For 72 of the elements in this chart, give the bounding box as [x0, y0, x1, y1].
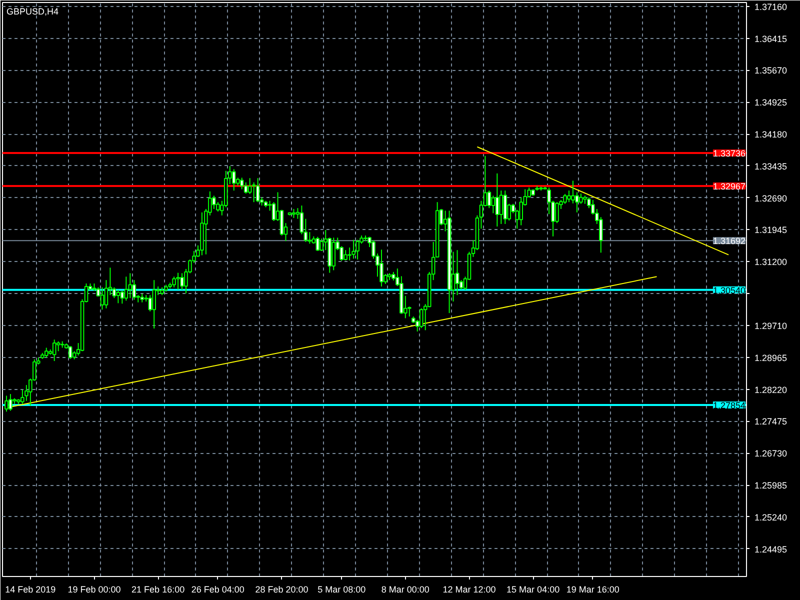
y-tick-label: 1.34180 [754, 130, 788, 140]
candlestick [172, 276, 176, 288]
candlestick [356, 239, 360, 260]
candlestick [20, 389, 24, 404]
candlestick [232, 168, 236, 192]
x-tick-label: 12 Mar 12:00 [442, 584, 496, 594]
y-tick-label: 1.28965 [754, 352, 788, 363]
candlestick [116, 289, 120, 304]
candlestick [8, 394, 12, 412]
candlestick [380, 249, 384, 287]
candlestick [56, 340, 60, 352]
y-tick-label: 1.29710 [754, 320, 788, 331]
candlestick [503, 190, 508, 224]
candlestick [124, 276, 128, 302]
candlestick [495, 172, 500, 228]
candlestick [248, 178, 252, 194]
candlestick [244, 182, 248, 194]
x-tick-label: 28 Feb 20:00 [255, 584, 308, 594]
candlestick [499, 190, 504, 224]
y-tick-label: 1.33435 [754, 161, 788, 172]
candlestick [180, 272, 184, 290]
x-tick-label: 19 Mar 16:00 [566, 584, 620, 594]
y-tick-label: 1.37160 [754, 2, 788, 12]
candlestick [567, 190, 571, 203]
candlestick [112, 286, 116, 299]
candlestick [68, 346, 72, 360]
y-tick-label: 1.34925 [754, 98, 788, 108]
candlestick [571, 180, 575, 204]
x-tick-label: 14 Feb 2019 [5, 584, 56, 594]
y-tick-label: 1.31945 [754, 225, 788, 236]
candlestick [120, 290, 124, 304]
ref-line-label: 1.33736 [712, 148, 746, 159]
candlestick [100, 286, 104, 310]
candlestick [152, 280, 156, 329]
ref-line-label: 1.27854 [712, 400, 746, 410]
y-tick-label: 1.35670 [754, 66, 788, 76]
ref-line-label: 1.30540 [712, 285, 746, 296]
x-tick-label: 21 Feb 16:00 [132, 584, 185, 594]
y-tick-label: 1.27475 [754, 416, 788, 427]
x-tick-label: 19 Feb 00:00 [68, 584, 121, 594]
y-tick-label: 1.36415 [754, 34, 788, 44]
candlestick [256, 178, 260, 203]
x-tick-label: 15 Mar 04:00 [506, 584, 560, 594]
x-tick-label: 26 Feb 04:00 [191, 584, 244, 594]
x-tick-label: 8 Mar 00:00 [381, 584, 430, 594]
candlestick [176, 272, 180, 290]
y-tick-label: 1.24495 [754, 544, 788, 554]
candlestick [252, 182, 256, 203]
candlestick [332, 237, 336, 271]
candlestick [555, 202, 559, 224]
y-tick-label: 1.26730 [754, 448, 788, 459]
candlestick [272, 202, 276, 222]
ref-line-label: 1.32967 [712, 181, 746, 192]
candlestick [52, 339, 56, 362]
candlestick [344, 250, 348, 261]
ref-line-label: 1.31692 [712, 236, 746, 246]
candlestick [352, 239, 356, 260]
candlestick [308, 232, 312, 244]
candlestick [316, 236, 320, 252]
y-tick-label: 1.28220 [754, 384, 788, 395]
y-tick-label: 1.31200 [754, 257, 788, 268]
x-tick-label: 5 Mar 08:00 [318, 584, 366, 594]
candlestick [128, 272, 132, 299]
candlestick [44, 347, 48, 358]
y-tick-label: 1.32690 [754, 193, 788, 204]
y-tick-label: 1.25240 [754, 512, 788, 522]
candlestick [419, 308, 424, 329]
chart-title: GBPUSD,H4 [6, 6, 59, 16]
y-tick-label: 1.25985 [754, 480, 788, 491]
candlestick [240, 177, 244, 190]
candlestick [491, 195, 496, 214]
candlestick [579, 193, 583, 204]
